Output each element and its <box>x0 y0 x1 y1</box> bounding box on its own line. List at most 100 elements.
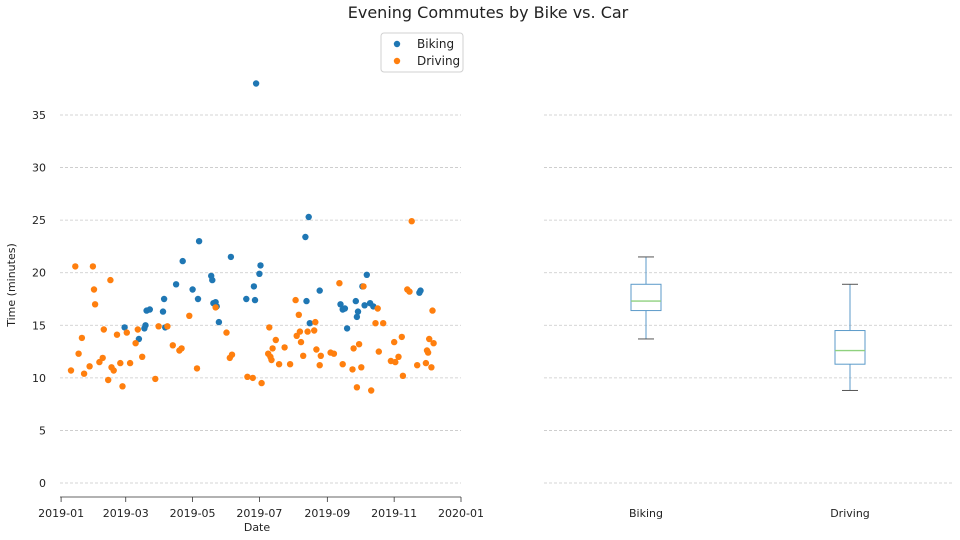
driving-point <box>164 323 171 330</box>
legend-frame <box>380 32 464 73</box>
biking-point <box>251 296 259 304</box>
y-tick-label: 35 <box>32 109 46 122</box>
biking-point <box>215 318 223 326</box>
biking-point <box>252 80 260 87</box>
driving-point <box>193 365 201 372</box>
driving-point <box>99 354 106 362</box>
biking-point <box>243 295 250 303</box>
driving-point <box>430 340 437 347</box>
biking-point <box>337 301 344 308</box>
x-tick-label: 2020-01 <box>438 507 484 520</box>
driving-point <box>339 361 346 368</box>
driving-point <box>72 263 79 270</box>
biking-point <box>352 297 359 305</box>
driving-point <box>311 327 318 334</box>
x-tick-label: 2019-01 <box>38 507 84 520</box>
driving-point <box>117 359 124 367</box>
driving-point <box>80 370 88 377</box>
driving-point <box>358 364 365 371</box>
driving-point <box>399 372 407 379</box>
scatter-gridlines <box>60 114 461 484</box>
driving-point <box>78 334 86 342</box>
driving-point <box>414 362 421 369</box>
driving-point <box>75 350 82 357</box>
driving-point <box>266 324 273 331</box>
scatter-points <box>67 80 437 394</box>
driving-point <box>375 348 382 355</box>
y-tick-label: 15 <box>32 319 46 332</box>
driving-point <box>428 364 435 371</box>
y-tick-label: 5 <box>39 424 46 437</box>
driving-point <box>155 323 162 330</box>
driving-point <box>86 363 93 370</box>
x-axis-label: Date <box>244 521 271 534</box>
x-tick-label: 2019-05 <box>170 507 216 520</box>
x-tick-label: 2019-03 <box>103 507 149 520</box>
biking-point <box>363 271 370 278</box>
biking-point <box>121 324 128 331</box>
driving-point <box>372 320 379 327</box>
iqr-box <box>630 283 662 312</box>
driving-point <box>90 286 98 293</box>
biking-point <box>172 281 180 288</box>
biking-point <box>209 276 216 284</box>
driving-point <box>223 329 230 336</box>
biking-point <box>303 297 310 305</box>
boxplot-category-labels: Biking Driving <box>629 507 870 520</box>
y-tick-label: 25 <box>32 214 46 227</box>
boxplot-panel: Biking Driving <box>544 114 952 520</box>
driving-point <box>152 375 159 383</box>
x-tick-label: 2019-07 <box>236 507 282 520</box>
y-axis-label: Time (minutes) <box>5 243 18 328</box>
driving-point <box>123 329 130 336</box>
x-tick-label: 2019-11 <box>371 507 417 520</box>
driving-point <box>295 311 302 318</box>
boxplot-boxes <box>630 256 866 391</box>
driving-point <box>297 338 305 346</box>
driving-point <box>292 296 299 304</box>
driving-point <box>360 283 367 290</box>
driving-point <box>429 307 436 314</box>
biking-point <box>257 262 264 269</box>
biking-point <box>195 238 203 245</box>
driving-point <box>312 318 319 326</box>
driving-point <box>380 320 387 327</box>
y-tick-label: 0 <box>39 477 46 490</box>
scatter-x-ticks: 2019-01 2019-03 2019-05 2019-07 2019-09 2019-… <box>38 497 484 520</box>
driving-point <box>281 344 288 351</box>
driving-point <box>107 276 114 284</box>
biking-point <box>179 257 186 265</box>
driving-point <box>330 350 338 357</box>
driving-point <box>304 328 311 335</box>
driving-point <box>178 345 185 352</box>
driving-point <box>269 345 276 352</box>
driving-point <box>408 218 415 225</box>
driving-point <box>132 340 139 347</box>
legend-marker-biking <box>393 40 401 48</box>
driving-point <box>134 326 141 333</box>
biking-point <box>343 325 351 332</box>
driving-point <box>244 373 251 380</box>
biking-point <box>256 270 263 277</box>
biking-point <box>142 322 149 329</box>
biking-point <box>305 213 312 221</box>
biking-point <box>250 283 258 290</box>
driving-point <box>395 353 402 360</box>
y-tick-label: 20 <box>32 267 46 280</box>
driving-point <box>228 351 236 358</box>
driving-point <box>355 341 363 348</box>
driving-point <box>296 328 304 335</box>
driving-point <box>186 312 193 319</box>
driving-point <box>424 349 432 356</box>
driving-point <box>119 383 126 390</box>
driving-point <box>317 352 324 359</box>
driving-point <box>300 352 307 359</box>
driving-box <box>834 283 866 391</box>
driving-point <box>100 326 108 333</box>
biking-point <box>354 308 362 315</box>
iqr-box <box>834 330 866 365</box>
driving-point <box>67 367 75 374</box>
driving-point <box>374 305 381 312</box>
biking-point <box>194 295 202 303</box>
